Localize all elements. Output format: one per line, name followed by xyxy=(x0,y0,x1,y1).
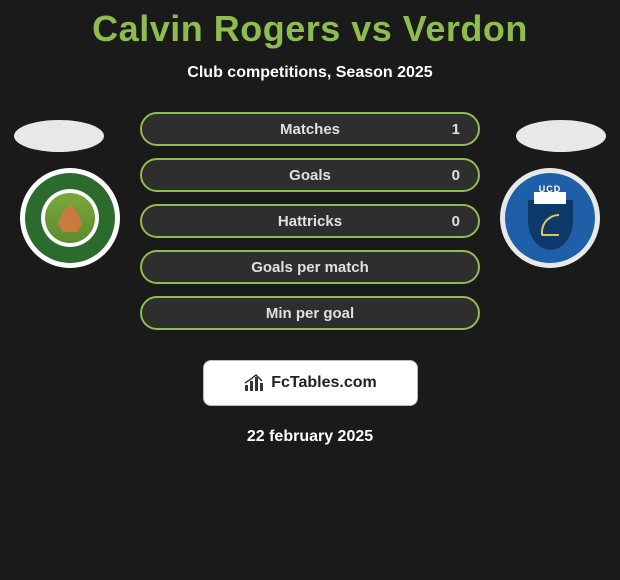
badge-right-castle-icon xyxy=(534,192,566,204)
player-shadow-left xyxy=(14,120,104,152)
stat-label: Hattricks xyxy=(278,213,342,230)
badge-left-center xyxy=(45,193,95,243)
badge-right-outer: UCD xyxy=(500,168,600,268)
stat-value: 0 xyxy=(452,167,460,184)
stat-row-goals-per-match: Goals per match xyxy=(140,250,480,284)
stat-row-goals: Goals 0 xyxy=(140,158,480,192)
stat-label: Goals per match xyxy=(251,259,369,276)
badge-left-outer xyxy=(20,168,120,268)
comparison-area: UCD Matches 1 Goals 0 Hattricks 0 Goals … xyxy=(0,112,620,332)
stat-label: Min per goal xyxy=(266,305,354,322)
chart-icon xyxy=(243,373,267,393)
stat-row-min-per-goal: Min per goal xyxy=(140,296,480,330)
page-title: Calvin Rogers vs Verdon xyxy=(0,0,620,50)
player-shadow-right xyxy=(516,120,606,152)
stats-column: Matches 1 Goals 0 Hattricks 0 Goals per … xyxy=(140,112,480,330)
stat-row-hattricks: Hattricks 0 xyxy=(140,204,480,238)
badge-right-shield-icon xyxy=(528,200,573,250)
stat-label: Matches xyxy=(280,121,340,138)
stat-value: 1 xyxy=(452,121,460,138)
stat-label: Goals xyxy=(289,167,331,184)
subtitle: Club competitions, Season 2025 xyxy=(0,64,620,82)
site-attribution[interactable]: FcTables.com xyxy=(203,360,418,406)
date-text: 22 february 2025 xyxy=(0,428,620,446)
badge-right-inner: UCD xyxy=(505,173,595,263)
badge-left-ring xyxy=(25,173,115,263)
badge-right-harp-icon xyxy=(541,214,559,236)
stat-row-matches: Matches 1 xyxy=(140,112,480,146)
site-name: FcTables.com xyxy=(271,374,377,392)
club-badge-left xyxy=(20,168,120,268)
stat-value: 0 xyxy=(452,213,460,230)
club-badge-right: UCD xyxy=(500,168,600,268)
badge-left-animal-icon xyxy=(58,204,82,232)
